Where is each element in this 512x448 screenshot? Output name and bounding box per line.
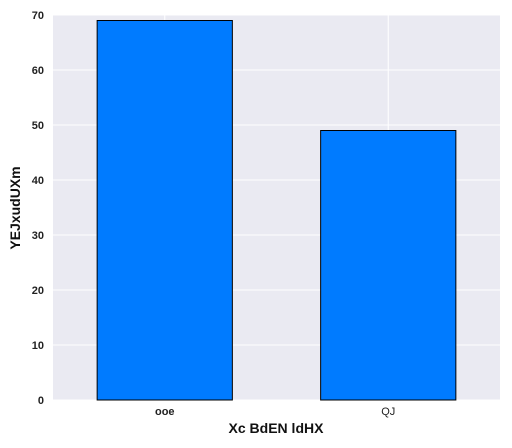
y-tick-label: 70 (32, 10, 44, 22)
x-tick-label: QJ (381, 406, 395, 418)
x-tick-label: ooe (155, 406, 175, 418)
y-tick-label: 40 (32, 175, 44, 187)
x-axis-label: Xc BdEN ldHX (229, 420, 325, 436)
bar-QJ (320, 130, 457, 401)
bars (96, 20, 457, 401)
bar-ooe (96, 20, 233, 401)
x-axis-ticks: ooe QJ (155, 406, 395, 418)
y-tick-label: 50 (32, 120, 44, 132)
y-tick-label: 30 (32, 230, 44, 242)
y-tick-label: 60 (32, 65, 44, 77)
y-tick-label: 0 (38, 395, 44, 407)
y-axis-label: YEJxudUXm (7, 166, 23, 249)
y-axis-ticks: 0 10 20 30 40 50 60 70 (32, 10, 44, 407)
y-tick-label: 10 (32, 340, 44, 352)
y-tick-label: 20 (32, 285, 44, 297)
